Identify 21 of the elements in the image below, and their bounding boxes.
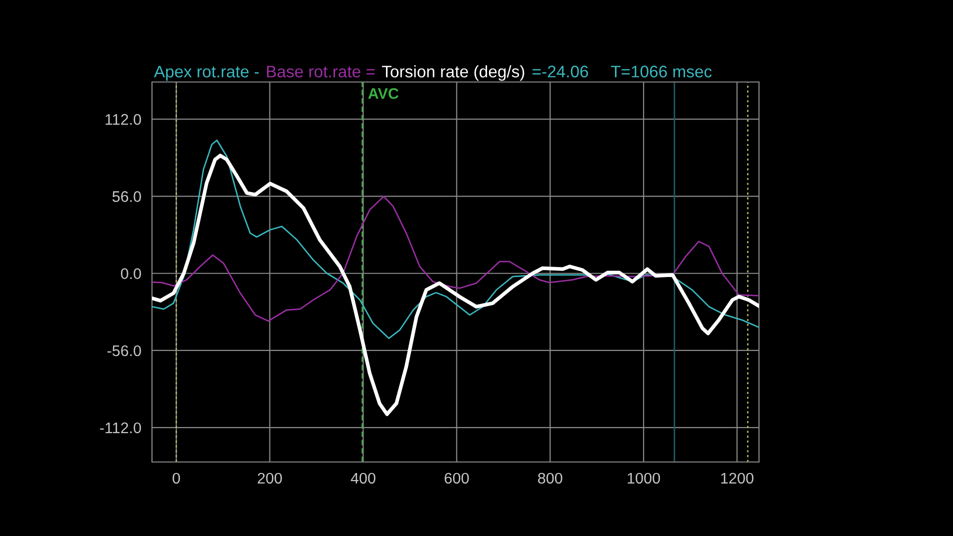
x-tick-label: 1200 bbox=[721, 472, 754, 484]
x-tick-label: 600 bbox=[444, 472, 469, 484]
x-tick-label: 0 bbox=[172, 472, 180, 484]
text: Base rot.rate = bbox=[267, 66, 375, 78]
y-tick-label: 0.0 bbox=[120, 268, 141, 280]
y-tick-label: -112.0 bbox=[100, 422, 141, 434]
line-series bbox=[152, 196, 759, 322]
x-tick-label: 400 bbox=[350, 472, 376, 484]
line-series bbox=[152, 154, 759, 416]
text: Apex rot.rate - bbox=[154, 66, 259, 81]
y-tick-label: -56.0 bbox=[107, 345, 141, 356]
x-tick-label: 200 bbox=[258, 472, 282, 484]
text: =-24.06 bbox=[532, 66, 588, 78]
y-tick-label: 112.0 bbox=[106, 114, 141, 125]
y-tick-label: 56.0 bbox=[112, 191, 141, 202]
text: Torsion rate (deg/s) bbox=[382, 65, 524, 81]
ref-line-label: AVC bbox=[368, 88, 399, 99]
text: T=1066 msec bbox=[611, 66, 712, 78]
x-tick-label: 800 bbox=[538, 472, 562, 484]
line-series bbox=[152, 140, 759, 340]
x-tick-label: 1000 bbox=[628, 472, 660, 484]
